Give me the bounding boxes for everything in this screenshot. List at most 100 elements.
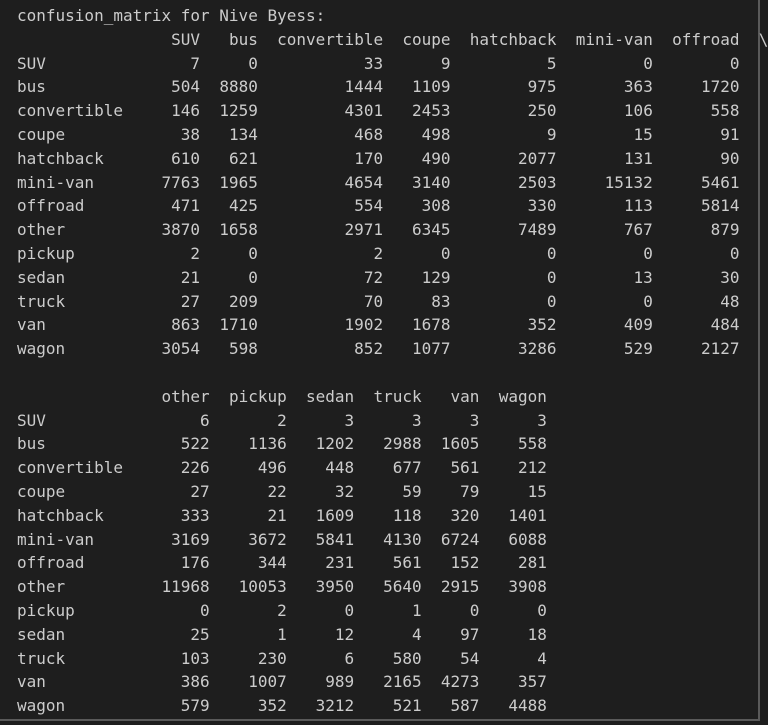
- cell-value: 1259: [219, 101, 258, 121]
- cell-value: 7: [190, 53, 201, 73]
- cell-value: 529: [623, 339, 653, 359]
- cell-value: 0: [537, 600, 547, 620]
- cell-value: 2: [277, 600, 287, 620]
- cell-value: 587: [450, 696, 480, 716]
- cell-value: 3672: [248, 529, 287, 549]
- cell-value: 21: [180, 267, 201, 287]
- cell-value: 2971: [344, 220, 384, 240]
- table1-row: convertible 146 1259 4301 2453 250 106 5…: [17, 99, 768, 123]
- table1-row: truck 27 209 70 83 0 0 48: [17, 290, 768, 314]
- table2-row: offroad 176 344 231 561 152 281: [17, 551, 768, 575]
- table2-row: truck 103 230 6 580 54 4: [17, 647, 768, 671]
- row-label: truck: [17, 648, 66, 668]
- cell-value: 33: [363, 53, 384, 73]
- cell-value: 677: [392, 458, 422, 478]
- cell-value: 352: [527, 315, 557, 335]
- row-label: sedan: [17, 267, 66, 287]
- cell-value: 975: [527, 77, 557, 97]
- table2-row: SUV 6 2 3 3 3 3: [17, 409, 768, 433]
- cell-value: 4654: [344, 172, 384, 192]
- cell-value: 79: [460, 481, 480, 501]
- cell-value: 6724: [440, 529, 480, 549]
- cell-value: 209: [228, 291, 258, 311]
- row-label: hatchback: [17, 505, 104, 525]
- cell-value: 3950: [315, 577, 355, 597]
- cell-value: 0: [440, 243, 451, 263]
- column-header: offroad: [672, 29, 740, 49]
- cell-value: 2453: [411, 101, 451, 121]
- table2-row: wagon 579 352 3212 521 587 4488: [17, 694, 768, 718]
- cell-value: 118: [392, 505, 422, 525]
- cell-value: 448: [325, 458, 355, 478]
- cell-value: 176: [180, 553, 210, 573]
- cell-value: 4273: [440, 672, 480, 692]
- cell-value: 4488: [508, 696, 547, 716]
- cell-value: 226: [180, 458, 210, 478]
- table2-row: van 386 1007 989 2165 4273 357: [17, 670, 768, 694]
- cell-value: 1720: [701, 77, 740, 97]
- column-header: wagon: [498, 386, 547, 406]
- row-label: convertible: [17, 458, 123, 478]
- table1-row: sedan 21 0 72 129 0 13 30: [17, 266, 768, 290]
- cell-value: 852: [354, 339, 384, 359]
- cell-value: 152: [450, 553, 480, 573]
- row-label: hatchback: [17, 148, 104, 168]
- row-label: van: [17, 672, 46, 692]
- cell-value: 72: [363, 267, 384, 287]
- cell-value: 5461: [700, 172, 740, 192]
- row-label: wagon: [17, 339, 66, 359]
- cell-value: 2915: [440, 577, 480, 597]
- row-label: mini-van: [17, 529, 95, 549]
- cell-value: 2127: [701, 339, 740, 359]
- cell-value: 6: [200, 410, 210, 430]
- cell-value: 5841: [315, 529, 355, 549]
- cell-value: 1401: [508, 505, 547, 525]
- cell-value: 59: [402, 481, 422, 501]
- cell-value: 767: [623, 220, 653, 240]
- cell-value: 4: [537, 648, 547, 668]
- cell-value: 250: [527, 101, 557, 121]
- column-header: SUV: [171, 29, 201, 49]
- cell-value: 1202: [315, 434, 355, 454]
- cell-value: 879: [710, 220, 740, 240]
- cell-value: 11968: [161, 577, 210, 597]
- cell-value: 554: [354, 196, 384, 216]
- cell-value: 3169: [171, 529, 210, 549]
- cell-value: 498: [421, 124, 451, 144]
- cell-value: 425: [228, 196, 258, 216]
- cell-value: 363: [623, 77, 653, 97]
- cell-value: 27: [190, 481, 210, 501]
- cell-value: 2077: [517, 148, 557, 168]
- cell-value: 0: [643, 291, 653, 311]
- cell-value: 30: [720, 267, 740, 287]
- cell-value: 504: [171, 77, 201, 97]
- cell-value: 580: [392, 648, 422, 668]
- table1-header-row: SUV bus convertible coupe hatchback mini…: [17, 28, 768, 52]
- row-label: coupe: [17, 481, 66, 501]
- cell-value: 1609: [315, 505, 355, 525]
- cell-value: 0: [643, 243, 653, 263]
- cell-value: 18: [527, 624, 547, 644]
- cell-value: 4301: [344, 101, 384, 121]
- cell-value: 27: [180, 291, 201, 311]
- blank-line: [17, 361, 768, 385]
- cell-value: 490: [421, 148, 451, 168]
- cell-value: 308: [421, 196, 451, 216]
- cell-value: 1007: [248, 672, 287, 692]
- table2-row: sedan 25 1 12 4 97 18: [17, 623, 768, 647]
- row-label: pickup: [17, 600, 75, 620]
- cell-value: 0: [729, 53, 740, 73]
- cell-value: 320: [450, 505, 480, 525]
- cell-value: 212: [517, 458, 547, 478]
- cell-value: 3: [537, 410, 547, 430]
- cell-value: 7763: [161, 172, 201, 192]
- cell-value: 2: [277, 410, 287, 430]
- table2-row: bus 522 1136 1202 2988 1605 558: [17, 432, 768, 456]
- cell-value: 863: [171, 315, 201, 335]
- output-title: confusion_matrix for Nive Byess:: [17, 6, 326, 25]
- cell-value: 522: [180, 434, 210, 454]
- cell-value: 579: [180, 696, 210, 716]
- column-header: van: [450, 386, 480, 406]
- cell-value: 333: [180, 505, 210, 525]
